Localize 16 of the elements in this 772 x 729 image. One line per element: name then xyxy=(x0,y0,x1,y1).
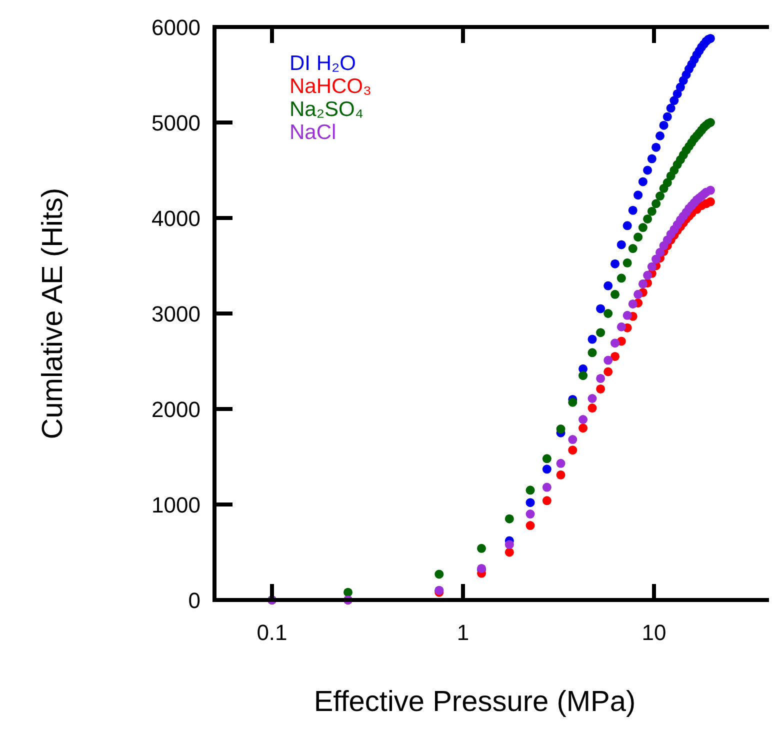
x-axis-title: Effective Pressure (MPa) xyxy=(314,686,636,718)
y-axis-title: Cumlative AE (Hits) xyxy=(37,188,69,440)
y-tick-label: 1000 xyxy=(152,492,200,518)
y-tick-label: 6000 xyxy=(152,15,200,40)
text: DI H₂O xyxy=(290,52,356,75)
y-tick-label: 4000 xyxy=(152,206,200,231)
x-tick-label: 0.1 xyxy=(256,620,288,645)
x-tick-label: 1 xyxy=(456,620,470,645)
y-tick-label: 2000 xyxy=(152,397,200,422)
text: Na₂SO₄ xyxy=(290,98,364,121)
y-tick-label: 0 xyxy=(188,588,200,613)
y-tick-label: 3000 xyxy=(152,302,200,326)
y-tick-label: 5000 xyxy=(152,110,200,136)
text: NaCl xyxy=(290,121,336,144)
x-tick-label: 10 xyxy=(642,620,666,645)
text: NaHCO₃ xyxy=(290,75,372,98)
